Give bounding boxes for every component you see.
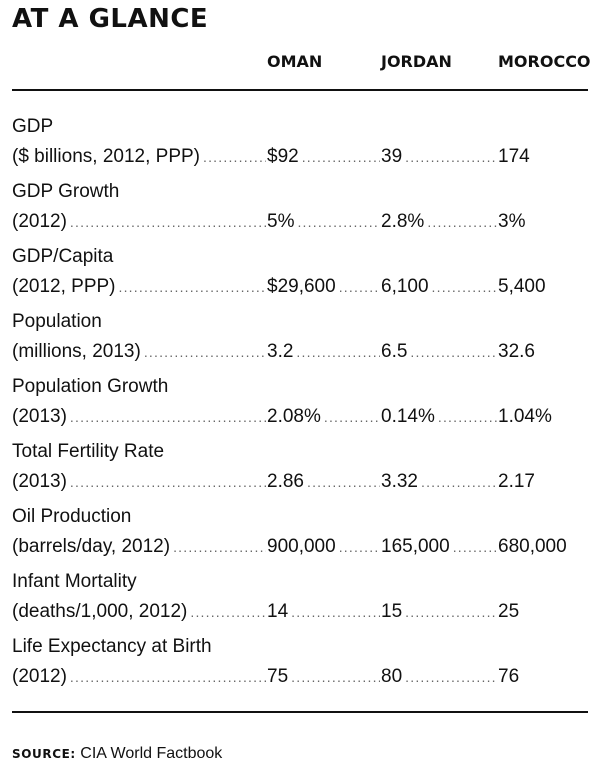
row-sublabel: ($ billions, 2012, PPP)	[12, 146, 200, 167]
leader-dots: ........................................…	[405, 149, 497, 165]
value-jordan: 0.14%	[381, 406, 436, 428]
leader-dots: ........................................…	[431, 279, 497, 295]
leader-dots: ........................................…	[338, 279, 380, 295]
bottom-divider	[12, 711, 588, 713]
leader-dots: ........................................…	[301, 149, 380, 165]
column-header-row: OMAN JORDAN MOROCCO	[0, 52, 600, 76]
table-row: GDP ....................................…	[0, 112, 600, 177]
value-oman: 75	[267, 666, 290, 688]
leader-dots: ........................................…	[420, 474, 497, 490]
row-sublabel: (2012, PPP)	[12, 276, 116, 297]
value-morocco: 2.17	[498, 471, 536, 493]
row-sublabel: (2012)	[12, 211, 67, 232]
value-oman: 2.08%	[267, 406, 322, 428]
row-sublabel: (barrels/day, 2012)	[12, 536, 171, 557]
value-jordan: 39	[381, 146, 404, 168]
column-header-oman: OMAN	[267, 52, 323, 71]
value-jordan: 80	[381, 666, 404, 688]
value-oman: 5%	[267, 211, 296, 233]
source-label: SOURCE:	[12, 747, 76, 761]
value-oman: 3.2	[267, 341, 295, 363]
row-sublabel: (2013)	[12, 471, 67, 492]
leader-dots: ........................................…	[203, 149, 266, 165]
table-row: Infant Mortality .......................…	[0, 567, 600, 632]
value-oman: 14	[267, 601, 290, 623]
value-oman: 900,000	[267, 536, 337, 558]
row-label: GDP Growth	[12, 181, 120, 202]
value-oman: $92	[267, 146, 300, 168]
column-header-jordan: JORDAN	[381, 52, 452, 71]
source-note: SOURCE: CIA World Factbook	[12, 745, 222, 763]
value-morocco: 76	[498, 666, 521, 688]
row-label: Population Growth	[12, 376, 169, 397]
value-jordan: 3.32	[381, 471, 419, 493]
column-header-morocco: MOROCCO	[498, 52, 591, 71]
stats-table: GDP ....................................…	[0, 112, 600, 697]
row-sublabel: (deaths/1,000, 2012)	[12, 601, 188, 622]
value-jordan: 6,100	[381, 276, 430, 298]
leader-dots: ........................................…	[405, 604, 497, 620]
leader-dots: ........................................…	[173, 539, 266, 555]
leader-dots: ........................................…	[69, 214, 266, 230]
page-title: AT A GLANCE	[12, 4, 209, 34]
row-sublabel: (2013)	[12, 406, 67, 427]
row-label: GDP	[12, 116, 54, 137]
value-morocco: 680,000	[498, 536, 568, 558]
leader-dots: ........................................…	[427, 214, 497, 230]
table-row: GDP/Capita .............................…	[0, 242, 600, 307]
leader-dots: ........................................…	[323, 409, 380, 425]
row-label: GDP/Capita	[12, 246, 114, 267]
table-row: Population Growth ......................…	[0, 372, 600, 437]
leader-dots: ........................................…	[69, 474, 266, 490]
row-label: Life Expectancy at Birth	[12, 636, 212, 657]
top-divider	[12, 89, 588, 91]
value-morocco: 25	[498, 601, 521, 623]
leader-dots: ........................................…	[306, 474, 380, 490]
value-jordan: 15	[381, 601, 404, 623]
value-morocco: 32.6	[498, 341, 536, 363]
value-jordan: 165,000	[381, 536, 451, 558]
row-sublabel: (millions, 2013)	[12, 341, 141, 362]
row-label: Total Fertility Rate	[12, 441, 165, 462]
leader-dots: ........................................…	[190, 604, 266, 620]
leader-dots: ........................................…	[405, 669, 497, 685]
leader-dots: ........................................…	[452, 539, 497, 555]
leader-dots: ........................................…	[291, 669, 380, 685]
row-label: Population	[12, 311, 102, 332]
leader-dots: ........................................…	[437, 409, 497, 425]
leader-dots: ........................................…	[143, 344, 266, 360]
value-jordan: 6.5	[381, 341, 409, 363]
leader-dots: ........................................…	[118, 279, 267, 295]
table-row: Population .............................…	[0, 307, 600, 372]
value-oman: 2.86	[267, 471, 305, 493]
value-oman: $29,600	[267, 276, 337, 298]
leader-dots: ........................................…	[410, 344, 497, 360]
value-morocco: 5,400	[498, 276, 547, 298]
table-row: Oil Production .........................…	[0, 502, 600, 567]
leader-dots: ........................................…	[291, 604, 380, 620]
leader-dots: ........................................…	[69, 409, 266, 425]
leader-dots: ........................................…	[338, 539, 380, 555]
table-row: GDP Growth .............................…	[0, 177, 600, 242]
table-row: Total Fertility Rate ...................…	[0, 437, 600, 502]
leader-dots: ........................................…	[296, 344, 380, 360]
value-jordan: 2.8%	[381, 211, 426, 233]
value-morocco: 174	[498, 146, 531, 168]
row-sublabel: (2012)	[12, 666, 67, 687]
value-morocco: 1.04%	[498, 406, 553, 428]
table-row: Life Expectancy at Birth ...............…	[0, 632, 600, 697]
row-label: Oil Production	[12, 506, 132, 527]
row-label: Infant Mortality	[12, 571, 137, 592]
leader-dots: ........................................…	[69, 669, 266, 685]
leader-dots: ........................................…	[297, 214, 380, 230]
source-text: CIA World Factbook	[80, 745, 223, 762]
value-morocco: 3%	[498, 211, 527, 233]
